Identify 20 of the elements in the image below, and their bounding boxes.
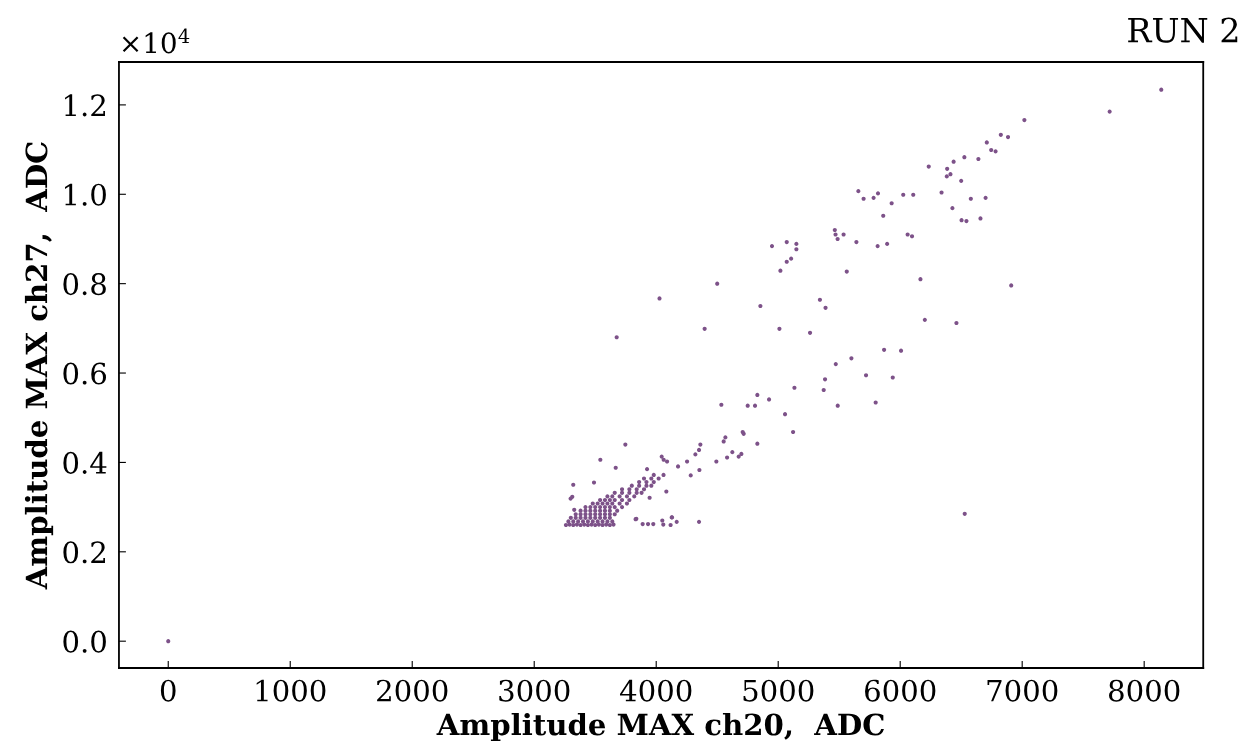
y-tick-label: 1.0	[65, 183, 106, 206]
y-tick-label: 0.0	[63, 630, 106, 653]
chart-title: RUN 2	[1128, 17, 1238, 43]
text: ×10$^{4}$	[122, 28, 190, 54]
y-tick-label: 0.8	[63, 273, 106, 296]
y-tick-label: 0.4	[63, 451, 107, 474]
x-tick-label: 0	[160, 679, 176, 702]
x-tick-label: 7000	[987, 679, 1058, 702]
y-tick-label: 1.2	[65, 94, 105, 117]
x-tick-label: 5000	[743, 679, 814, 702]
x-axis-title: Amplitude MAX ch20, ADC	[436, 712, 884, 742]
x-tick-label: 6000	[865, 679, 936, 702]
y-axis-title: Amplitude MAX ch27, ADC	[24, 142, 54, 590]
y-tick-label: 0.2	[63, 541, 105, 564]
x-tick-label: 2000	[377, 679, 448, 702]
x-tick-label: 1000	[256, 679, 326, 702]
x-tick-label: 3000	[499, 679, 570, 702]
y-tick-label: 0.6	[63, 362, 107, 385]
x-tick-label: 8000	[1109, 679, 1180, 702]
x-tick-label: 4000	[619, 679, 692, 702]
